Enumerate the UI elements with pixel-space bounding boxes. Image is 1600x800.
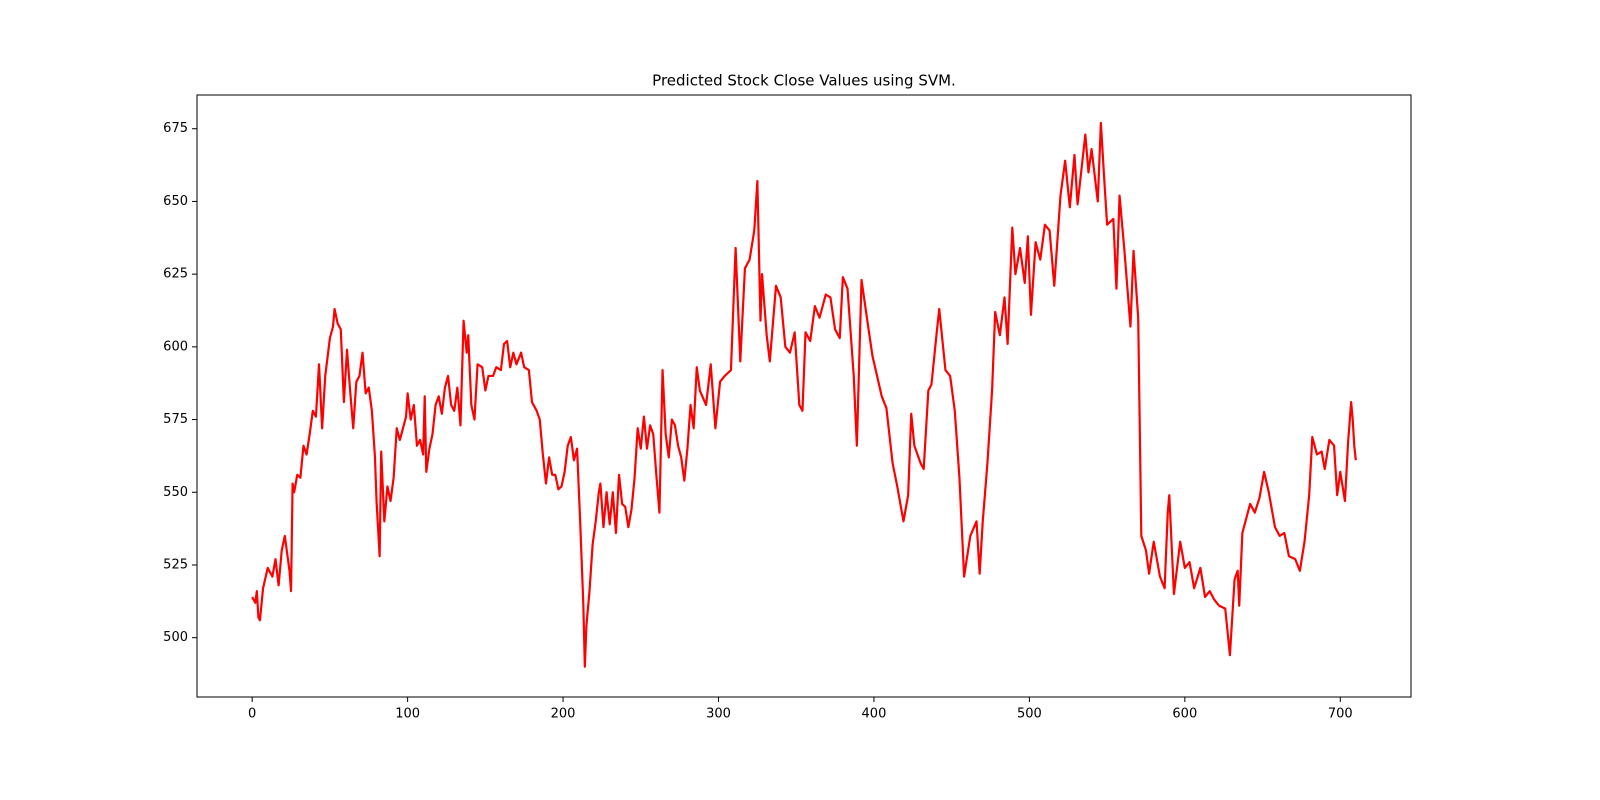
x-tick-label: 100 — [395, 707, 420, 722]
y-tick-label: 575 — [163, 412, 188, 427]
x-tick-label: 0 — [248, 707, 256, 722]
x-tick-label: 600 — [1172, 707, 1197, 722]
x-tick-label: 200 — [551, 707, 576, 722]
x-tick-label: 500 — [1017, 707, 1042, 722]
y-tick-label: 625 — [163, 267, 188, 282]
series-line — [251, 121, 1357, 668]
x-tick-label: 400 — [862, 707, 887, 722]
y-tick-label: 500 — [163, 630, 188, 645]
y-tick-label: 650 — [163, 194, 188, 209]
x-tick-label: 700 — [1328, 707, 1353, 722]
y-tick-label: 675 — [163, 121, 188, 136]
y-tick-label: 550 — [163, 485, 188, 500]
chart-title: Predicted Stock Close Values using SVM. — [652, 72, 956, 90]
y-tick-label: 600 — [163, 339, 188, 354]
y-tick-label: 525 — [163, 557, 188, 572]
plot-frame — [196, 94, 1412, 698]
x-tick-label: 300 — [706, 707, 731, 722]
